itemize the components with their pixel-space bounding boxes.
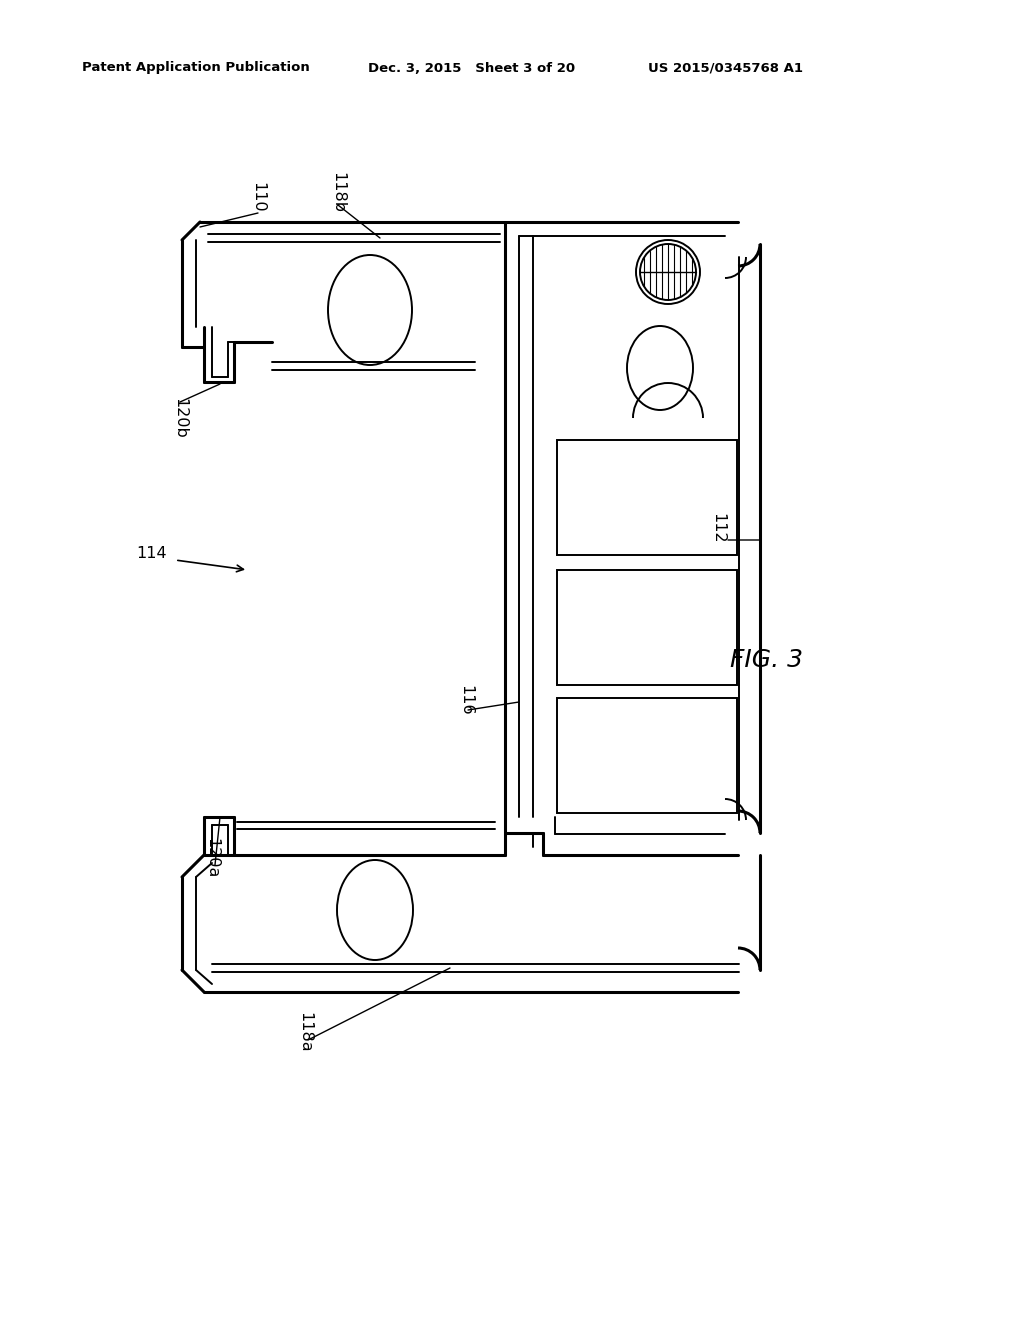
Text: 114: 114 bbox=[136, 546, 167, 561]
Text: 120a: 120a bbox=[205, 838, 219, 878]
Text: Dec. 3, 2015   Sheet 3 of 20: Dec. 3, 2015 Sheet 3 of 20 bbox=[368, 62, 575, 74]
Bar bbox=[557, 440, 737, 554]
Bar bbox=[557, 570, 737, 685]
Text: 112: 112 bbox=[711, 512, 725, 544]
Text: 116: 116 bbox=[459, 685, 473, 715]
Text: 120b: 120b bbox=[172, 397, 187, 438]
Text: Patent Application Publication: Patent Application Publication bbox=[82, 62, 309, 74]
Bar bbox=[557, 698, 737, 813]
Text: 118b: 118b bbox=[331, 172, 345, 213]
Text: FIG. 3: FIG. 3 bbox=[730, 648, 803, 672]
Text: 110: 110 bbox=[251, 182, 265, 213]
Text: US 2015/0345768 A1: US 2015/0345768 A1 bbox=[648, 62, 803, 74]
Text: 118a: 118a bbox=[298, 1011, 312, 1052]
